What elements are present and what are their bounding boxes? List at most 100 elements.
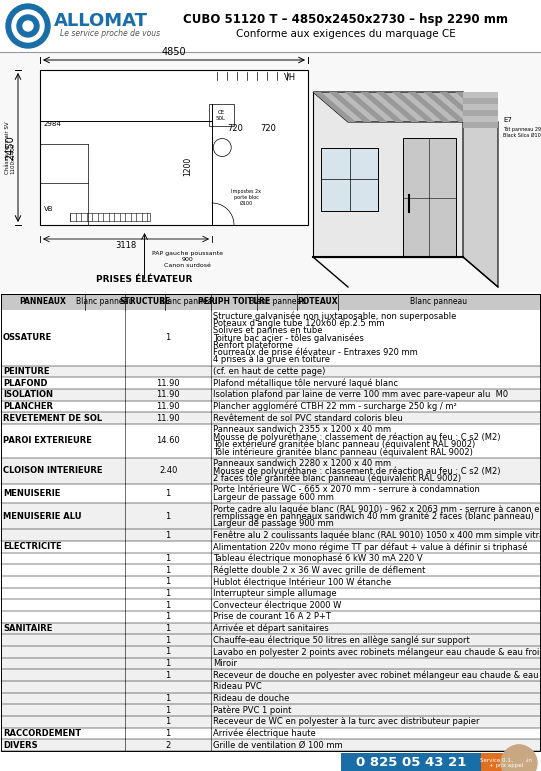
Text: PERIPH TOITURE: PERIPH TOITURE <box>198 298 270 307</box>
Bar <box>1 503 540 530</box>
Bar <box>1 739 540 751</box>
Text: ISOLATION: ISOLATION <box>3 390 53 399</box>
Bar <box>1 599 540 611</box>
Bar <box>1 424 540 458</box>
Bar <box>1 669 540 681</box>
Bar <box>70 213 150 221</box>
Text: Fenêtre alu 2 coulissants laquée blanc (RAL 9010) 1050 x 400 mm simple vitrage: Fenêtre alu 2 coulissants laquée blanc (… <box>213 530 541 540</box>
Text: 1: 1 <box>166 512 171 520</box>
Polygon shape <box>455 92 498 122</box>
Bar <box>1 646 540 658</box>
Bar <box>1 692 540 705</box>
Text: 1: 1 <box>166 636 171 645</box>
Bar <box>1 576 540 588</box>
Bar <box>1 716 540 728</box>
Text: PANNEAUX: PANNEAUX <box>19 298 66 307</box>
Text: Solives et pannes en tube: Solives et pannes en tube <box>213 326 323 335</box>
Polygon shape <box>392 92 435 122</box>
Text: CLOISON INTERIEURE: CLOISON INTERIEURE <box>3 466 102 476</box>
Bar <box>341 753 481 771</box>
Bar <box>0 0 541 52</box>
Text: PRISES ÉLÉVATEUR: PRISES ÉLÉVATEUR <box>96 275 193 284</box>
Bar <box>1 635 540 646</box>
Text: 0 825 05 43 21: 0 825 05 43 21 <box>356 756 466 769</box>
Text: REVETEMENT DE SOL: REVETEMENT DE SOL <box>3 414 102 423</box>
Polygon shape <box>424 92 466 122</box>
Text: Prise de courant 16 A 2 P+T: Prise de courant 16 A 2 P+T <box>213 612 331 621</box>
Text: Renfort plateforme: Renfort plateforme <box>213 341 293 350</box>
Polygon shape <box>329 92 372 122</box>
Text: 1: 1 <box>166 530 171 540</box>
Text: Tôt panneau 29027
Black Silca Ø100: Tôt panneau 29027 Black Silca Ø100 <box>503 127 541 138</box>
Bar <box>1 484 540 503</box>
Polygon shape <box>463 122 498 128</box>
Text: Réglette double 2 x 36 W avec grille de déflement: Réglette double 2 x 36 W avec grille de … <box>213 565 426 575</box>
Bar <box>1 553 540 564</box>
Polygon shape <box>463 110 498 116</box>
Text: Rideau PVC: Rideau PVC <box>213 682 262 692</box>
Text: Convecteur électrique 2000 W: Convecteur électrique 2000 W <box>213 601 341 610</box>
Text: Conforme aux exigences du marquage CE: Conforme aux exigences du marquage CE <box>236 29 456 39</box>
Text: 1: 1 <box>166 612 171 621</box>
Bar <box>40 70 308 225</box>
Text: PLANCHER: PLANCHER <box>3 402 53 411</box>
Text: 11.90: 11.90 <box>156 379 180 388</box>
Polygon shape <box>463 98 498 104</box>
Text: Toiture bac acier - tôles galvanisées: Toiture bac acier - tôles galvanisées <box>213 333 364 342</box>
Text: (cf. en haut de cette page): (cf. en haut de cette page) <box>213 367 326 376</box>
Text: Fourreaux de prise élévateur - Entraxes 920 mm: Fourreaux de prise élévateur - Entraxes … <box>213 348 418 357</box>
Text: OSSATURE: OSSATURE <box>3 333 52 342</box>
Text: MENUISERIE ALU: MENUISERIE ALU <box>3 512 82 520</box>
Circle shape <box>510 745 528 763</box>
Text: 1: 1 <box>166 705 171 715</box>
Text: VB: VB <box>44 206 54 212</box>
Bar <box>1 705 540 716</box>
Text: 2.40: 2.40 <box>159 466 177 476</box>
Text: Le service proche de vous: Le service proche de vous <box>60 29 160 39</box>
Polygon shape <box>345 92 387 122</box>
Bar <box>1 541 540 553</box>
Text: Hublot électrique Intérieur 100 W étanche: Hublot électrique Intérieur 100 W étanch… <box>213 577 392 587</box>
Text: ALLOMAT: ALLOMAT <box>54 12 148 30</box>
Text: RACCORDEMENT: RACCORDEMENT <box>3 729 81 738</box>
Bar <box>1 611 540 623</box>
Bar <box>209 104 234 126</box>
Text: Châssis hors air SV
1100x1400: Châssis hors air SV 1100x1400 <box>5 121 16 173</box>
Text: 720: 720 <box>228 124 243 133</box>
Polygon shape <box>360 92 403 122</box>
Text: Mousse de polyuréthane : classement de réaction au feu : C s2 (M2): Mousse de polyuréthane : classement de r… <box>213 433 501 442</box>
Text: Panneaux sandwich 2280 x 1200 x 40 mm: Panneaux sandwich 2280 x 1200 x 40 mm <box>213 459 391 468</box>
Text: 1: 1 <box>166 717 171 726</box>
Text: Largeur de passage 600 mm: Largeur de passage 600 mm <box>213 493 334 502</box>
Text: Arrivée et départ sanitaires: Arrivée et départ sanitaires <box>213 624 329 633</box>
Text: CUBO 51120 T – 4850x2450x2730 – hsp 2290 mm: CUBO 51120 T – 4850x2450x2730 – hsp 2290… <box>183 12 508 25</box>
Text: Interrupteur simple allumage: Interrupteur simple allumage <box>213 589 337 598</box>
Bar <box>1 564 540 576</box>
Text: ELECTRICITE: ELECTRICITE <box>3 543 62 551</box>
Text: Receveur de WC en polyester à la turc avec distributeur papier: Receveur de WC en polyester à la turc av… <box>213 717 480 726</box>
Text: Porte Intérieure WC - 665 x 2070 mm - serrure à condamnation: Porte Intérieure WC - 665 x 2070 mm - se… <box>213 486 480 494</box>
Bar <box>321 148 378 210</box>
Text: Revêtement de sol PVC standard coloris bleu: Revêtement de sol PVC standard coloris b… <box>213 414 403 423</box>
Text: 1: 1 <box>166 671 171 680</box>
Text: Rideau de douche: Rideau de douche <box>213 694 289 703</box>
Text: PLAFOND: PLAFOND <box>3 379 48 388</box>
Text: 2 faces tôle granitée blanc panneau (équivalent RAL 9002): 2 faces tôle granitée blanc panneau (équ… <box>213 473 461 483</box>
Text: 2450: 2450 <box>5 135 15 160</box>
Bar <box>1 412 540 424</box>
Text: 2984: 2984 <box>44 121 62 127</box>
Text: Service 0.15 €/min
+ prix appel: Service 0.15 €/min + prix appel <box>480 758 532 769</box>
Text: 1: 1 <box>166 566 171 574</box>
Bar <box>1 681 540 692</box>
Text: Isolation plafond par laine de verre 100 mm avec pare-vapeur alu  M0: Isolation plafond par laine de verre 100… <box>213 390 509 399</box>
Polygon shape <box>463 104 498 110</box>
Text: PAP gauche poussante
900
Canon surdosé: PAP gauche poussante 900 Canon surdosé <box>152 251 223 268</box>
Bar <box>1 310 540 365</box>
Text: Panneaux sandwich 2355 x 1200 x 40 mm: Panneaux sandwich 2355 x 1200 x 40 mm <box>213 426 391 434</box>
Text: 1: 1 <box>166 648 171 656</box>
Polygon shape <box>313 92 356 122</box>
Text: 11.90: 11.90 <box>156 390 180 399</box>
Text: Grille de ventilation Ø 100 mm: Grille de ventilation Ø 100 mm <box>213 741 343 749</box>
Polygon shape <box>313 92 498 122</box>
Text: Porte cadre alu laquée blanc (RAL 9010) - 962 x 2063 mm - serrure à canon europé: Porte cadre alu laquée blanc (RAL 9010) … <box>213 504 541 513</box>
